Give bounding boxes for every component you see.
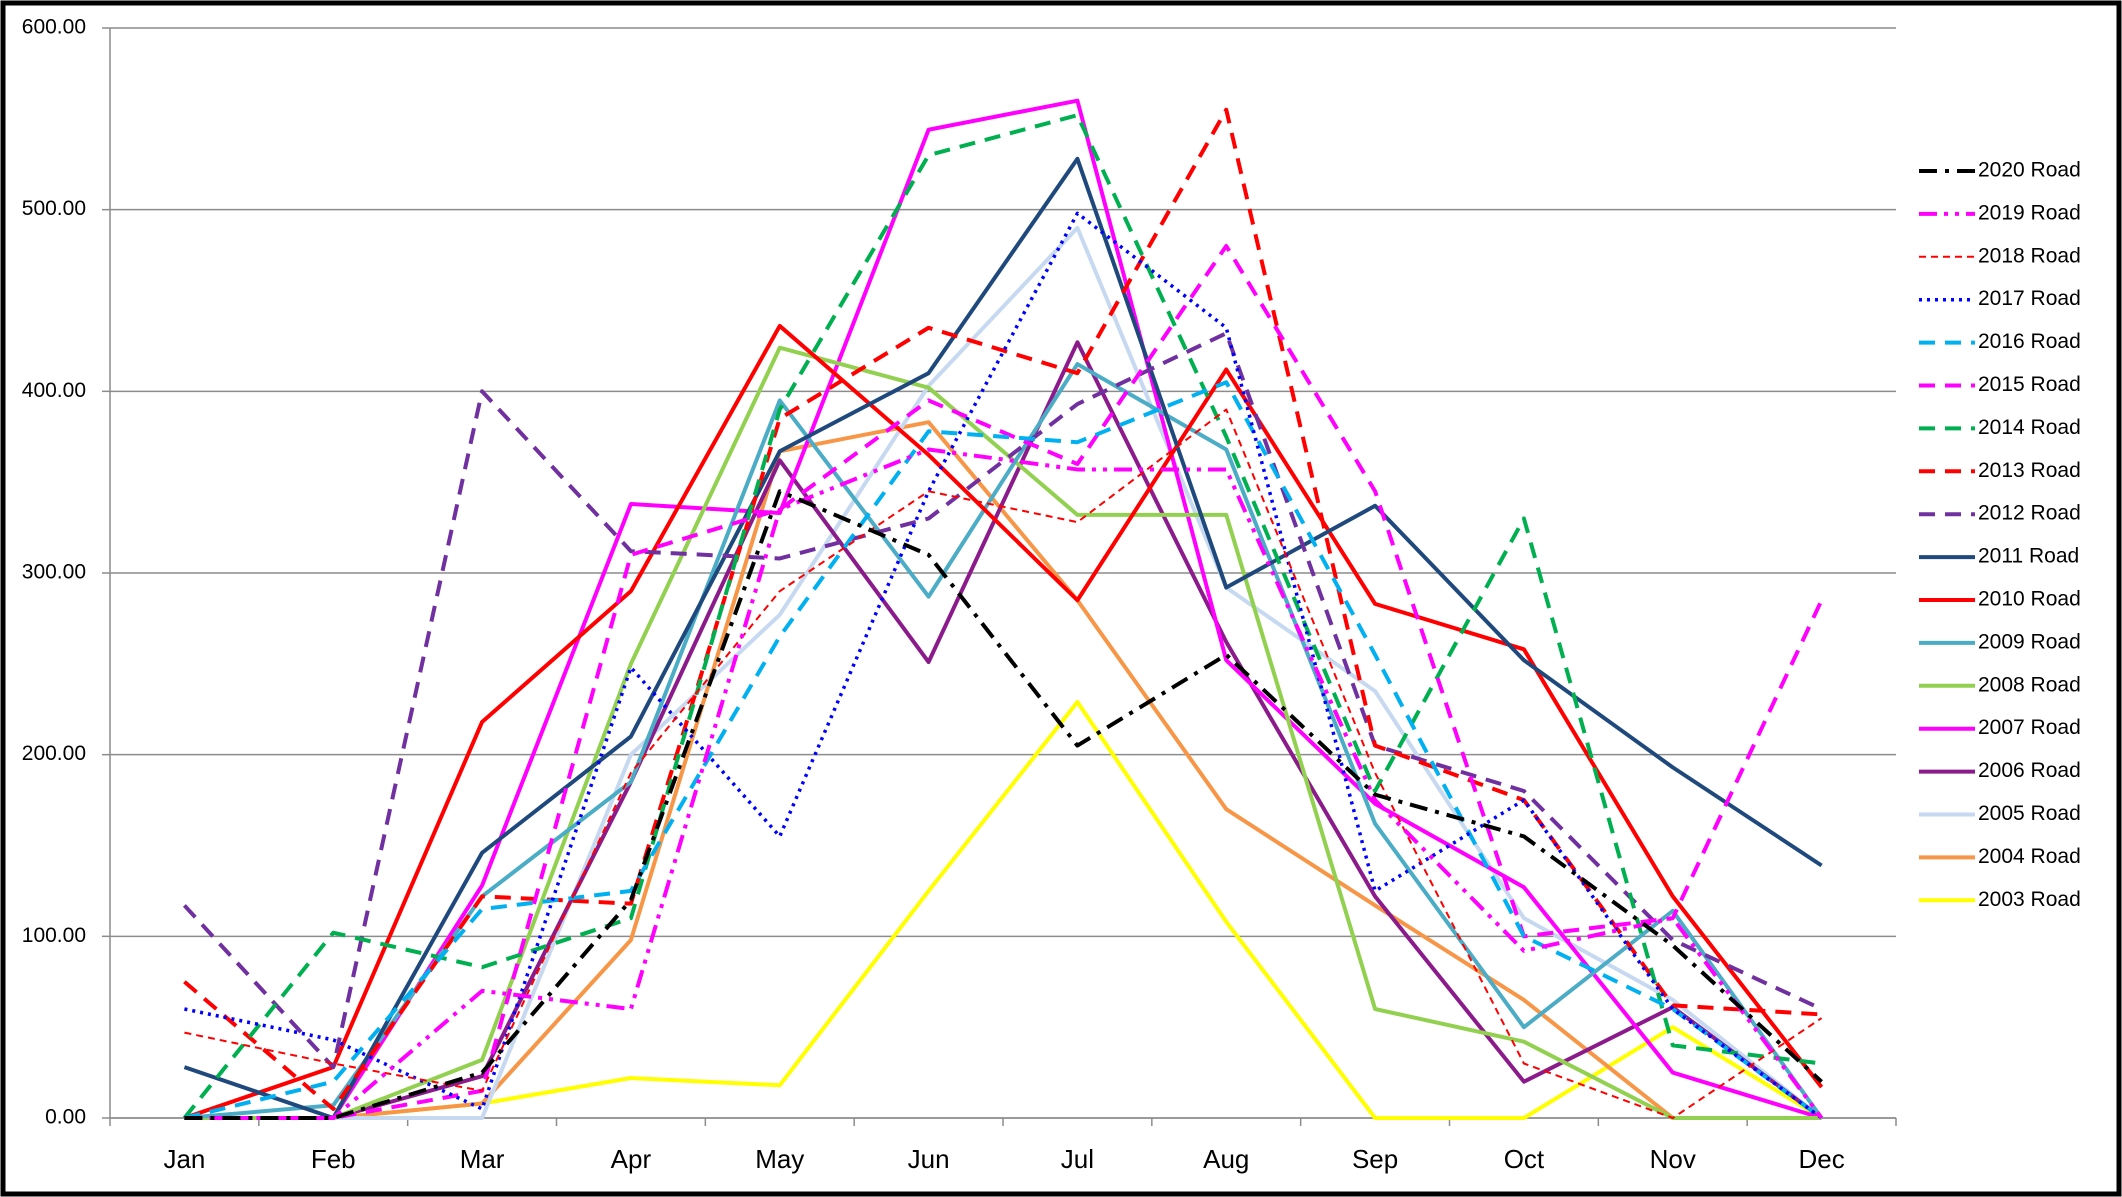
x-tick-label: Mar (460, 1144, 505, 1174)
x-tick-label: Feb (311, 1144, 356, 1174)
series-line (183, 156, 1823, 1120)
legend: 2020 Road 2019 Road 2018 Road 2017 Road 2016… (1919, 159, 2081, 911)
y-tick-label: 200.00 (22, 742, 86, 765)
legend-label: 2004 Road (1978, 845, 2081, 868)
legend-label: 2009 Road (1978, 630, 2081, 653)
series-line (184, 408, 1823, 1119)
x-tick-label: Apr (611, 1144, 652, 1174)
legend-label: 2020 Road (1978, 159, 2081, 182)
legend-label: 2016 Road (1978, 330, 2081, 353)
series-line (184, 211, 1823, 1120)
legend-label: 2012 Road (1978, 502, 2081, 525)
legend-label: 2010 Road (1978, 588, 2081, 611)
y-tick-label: 400.00 (22, 379, 86, 402)
x-tick-label: Jun (908, 1144, 950, 1174)
series-line (184, 489, 1823, 1120)
x-tick-label: Dec (1798, 1144, 1844, 1174)
x-tick-label: May (755, 1144, 804, 1174)
legend-label: 2003 Road (1978, 888, 2081, 911)
legend-label: 2013 Road (1978, 459, 2081, 482)
x-tick-label: Oct (1504, 1144, 1545, 1174)
x-tick-label: Jul (1061, 1144, 1094, 1174)
y-tick-label: 300.00 (22, 561, 86, 584)
legend-label: 2007 Road (1978, 716, 2081, 739)
y-tick-label: 100.00 (22, 924, 86, 947)
x-tick-label: Sep (1352, 1144, 1398, 1174)
legend-label: 2014 Road (1978, 416, 2081, 439)
series-line (184, 244, 1824, 1120)
legend-label: 2008 Road (1978, 673, 2081, 696)
y-tick-label: 600.00 (22, 16, 86, 39)
legend-label: 2011 Road (1978, 545, 2079, 568)
series-line (184, 447, 1824, 1120)
series-line (184, 340, 1823, 1120)
legend-label: 2019 Road (1978, 201, 2081, 224)
legend-label: 2017 Road (1978, 287, 2081, 310)
x-tick-label: Jan (163, 1144, 205, 1174)
series-line (184, 98, 1823, 1120)
y-tick-label: 500.00 (22, 197, 86, 220)
legend-label: 2018 Road (1978, 244, 2081, 267)
legend-label: 2005 Road (1978, 802, 2081, 825)
series-line (183, 380, 1823, 1120)
series-line (183, 107, 1822, 1111)
series-line (184, 362, 1824, 1120)
series-line (183, 323, 1824, 1120)
y-tick-label: 0.00 (45, 1106, 86, 1129)
series-line (184, 420, 1822, 1120)
series-line (182, 113, 1822, 1120)
x-tick-label: Aug (1203, 1144, 1249, 1174)
legend-label: 2015 Road (1978, 373, 2081, 396)
x-tick-label: Nov (1650, 1144, 1696, 1174)
series-line (184, 345, 1822, 1120)
legend-label: 2006 Road (1978, 759, 2081, 782)
